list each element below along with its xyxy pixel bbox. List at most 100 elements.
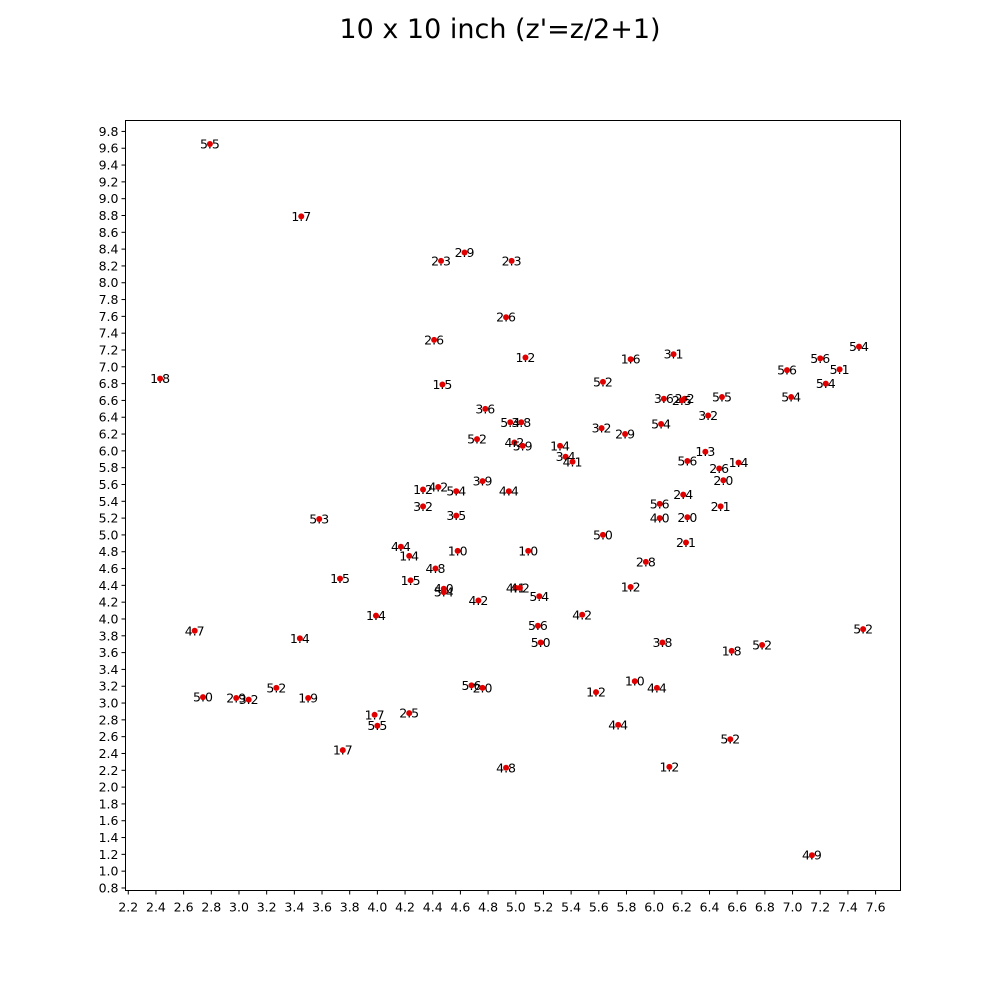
data-point-label: 3.2 [239,692,259,707]
data-point-label: 2.6 [709,461,729,476]
data-point-label: 5.1 [830,362,850,377]
data-point-label: 1.4 [399,548,419,563]
data-point-label: 2.3 [431,253,451,268]
y-tick-label: 4.2 [99,595,119,610]
data-point-label: 5.2 [720,732,740,747]
data-point [615,721,622,728]
data-point-label: 2.5 [399,706,419,721]
data-point [855,343,862,350]
x-tick-label: 4.6 [450,900,470,915]
data-point-label: 5.6 [677,453,697,468]
data-point [406,552,413,559]
y-tick-label: 2.0 [99,780,119,795]
x-tick-label: 6.8 [755,900,775,915]
data-point [680,491,687,498]
data-point [512,584,519,591]
data-point [717,503,724,510]
data-point-label: 5.5 [367,718,387,733]
y-tick-label: 9.6 [99,141,119,156]
data-point-label: 3.8 [653,635,673,650]
data-point [438,257,445,264]
y-tick-label: 6.2 [99,427,119,442]
y-tick-label: 3.8 [99,628,119,643]
data-point-label: 1.2 [516,350,536,365]
data-point [670,351,677,358]
data-point [720,477,727,484]
data-point-label: 1.5 [432,377,452,392]
data-point [658,420,665,427]
x-tick-label: 2.6 [174,900,194,915]
y-tick-label: 1.6 [99,813,119,828]
data-point [659,639,666,646]
data-point-label: 5.6 [462,678,482,693]
data-point [474,436,481,443]
data-point [569,458,576,465]
data-point-label: 1.7 [291,209,311,224]
data-point-label: 5.2 [266,680,286,695]
data-point [461,249,468,256]
data-point [836,366,843,373]
data-point [440,589,447,596]
data-point [337,575,344,582]
data-point-label: 2.9 [455,245,475,260]
x-tick-label: 4.4 [423,900,443,915]
data-point-label: 2.0 [677,510,697,525]
y-tick-label: 1.2 [99,847,119,862]
data-point-label: 4.2 [504,435,524,450]
data-point-label: 5.4 [816,376,836,391]
y-tick-label: 3.4 [99,662,119,677]
y-tick-label: 5.6 [99,477,119,492]
data-point-label: 5.0 [593,527,613,542]
data-point-label: 5.4 [781,390,801,405]
y-tick-label: 6.0 [99,443,119,458]
data-point-label: 1.0 [625,674,645,689]
data-point-label: 3.1 [664,347,684,362]
data-point-label: 1.0 [448,543,468,558]
data-point [622,431,629,438]
data-point-label: 1.2 [586,685,606,700]
y-tick-label: 1.4 [99,830,119,845]
data-point [505,488,512,495]
data-point [233,695,240,701]
data-point [454,547,461,554]
data-point [316,515,323,522]
data-point-label: 4.2 [468,593,488,608]
data-point [200,694,206,701]
x-tick-label: 5.2 [534,900,554,915]
data-point-label: 1.7 [333,743,353,758]
data-point-label: 5.6 [810,351,830,366]
data-point [503,314,510,321]
data-point-label: 3.5 [446,508,466,523]
data-point-label: 5.4 [434,585,454,600]
x-tick-label: 5.4 [561,900,581,915]
data-point [678,397,685,404]
data-point-label: 1.4 [366,608,386,623]
y-tick-label: 5.0 [99,527,119,542]
data-point [860,626,867,633]
y-tick-label: 4.0 [99,611,119,626]
data-point [508,257,515,264]
data-point [660,395,667,402]
x-tick-label: 5.0 [506,900,526,915]
y-tick-label: 1.8 [99,796,119,811]
data-point-label: 4.2 [572,607,592,622]
data-point [788,394,795,401]
data-point [453,512,460,519]
data-point-label: 5.4 [849,339,869,354]
y-tick-label: 9.4 [99,158,119,173]
x-tick-label: 3.4 [284,900,304,915]
y-tick-label: 3.6 [99,645,119,660]
y-tick-label: 6.4 [99,410,119,425]
data-point-label: 4.0 [434,581,454,596]
data-point-label: 5.6 [650,496,670,511]
y-tick-label: 7.8 [99,292,119,307]
data-point [716,465,723,472]
data-point-label: 2.6 [424,332,444,347]
data-point [503,764,510,771]
data-point [718,394,725,401]
data-point-label: 4.2 [510,580,530,595]
y-tick-label: 8.0 [99,275,119,290]
data-point [684,514,691,521]
x-tick-label: 3.2 [257,900,277,915]
